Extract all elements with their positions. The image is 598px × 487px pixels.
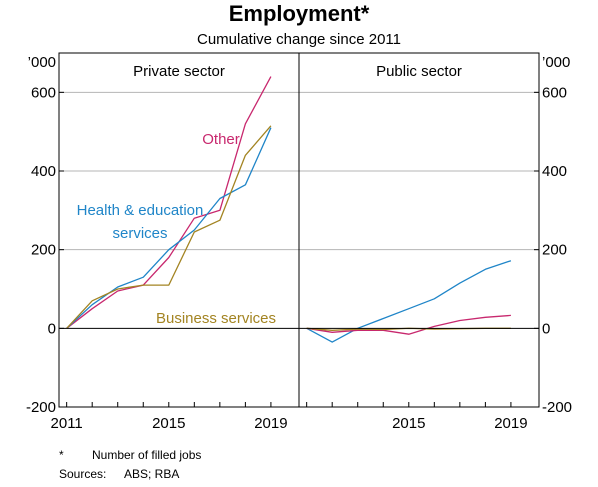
y-tick-label-right: -200: [542, 399, 572, 416]
x-tick-label: 2015: [392, 415, 425, 432]
y-tick-label-left: 0: [48, 320, 56, 337]
y-axis-left: -200 0 200 400 600: [26, 84, 64, 416]
y-tick-label-right: 600: [542, 84, 567, 101]
panel-public-sector: [306, 260, 512, 343]
y-tick-label-right: 0: [542, 320, 550, 337]
sources-text: ABS; RBA: [124, 467, 179, 481]
series-line-business-services: [66, 125, 272, 329]
series-line-health-education-services: [306, 260, 512, 343]
y-tick-label-left: -200: [26, 399, 56, 416]
sources-label: Sources:: [59, 467, 106, 481]
y-tick-label-left: 600: [31, 84, 56, 101]
x-tick-label: 2011: [51, 415, 83, 432]
chart-subtitle: Cumulative change since 2011: [197, 31, 401, 48]
x-tick-label: 2019: [494, 415, 527, 432]
y-tick-label-right: 400: [542, 163, 567, 180]
panel-title-private: Private sector: [133, 63, 225, 80]
footnote-marker: *: [59, 448, 64, 462]
label-health-education-line2: services: [112, 225, 167, 242]
panel-title-public: Public sector: [376, 63, 462, 80]
footnote-text: Number of filled jobs: [92, 448, 201, 462]
x-tick-label: 2019: [254, 415, 287, 432]
series-line-other: [66, 76, 272, 329]
label-health-education-line1: Health & education: [77, 202, 204, 219]
y-tick-label-left: 200: [31, 242, 56, 259]
y-tick-label-left: 400: [31, 163, 56, 180]
x-tick-label: 2015: [152, 415, 185, 432]
label-other: Other: [202, 131, 240, 148]
chart-title: Employment*: [229, 1, 370, 26]
y-axis-right: -200 0 200 400 600: [534, 84, 572, 416]
label-business-services: Business services: [156, 310, 276, 327]
series-line-health-education-services: [66, 127, 272, 329]
x-axis: 2011 2015 2019 2015 2019: [51, 402, 528, 432]
series-line-other: [306, 314, 511, 335]
y-tick-label-right: 200: [542, 242, 567, 259]
y-unit-left: ’000: [28, 54, 56, 71]
y-unit-right: ’000: [542, 54, 570, 71]
panel-private-sector: [66, 76, 272, 329]
